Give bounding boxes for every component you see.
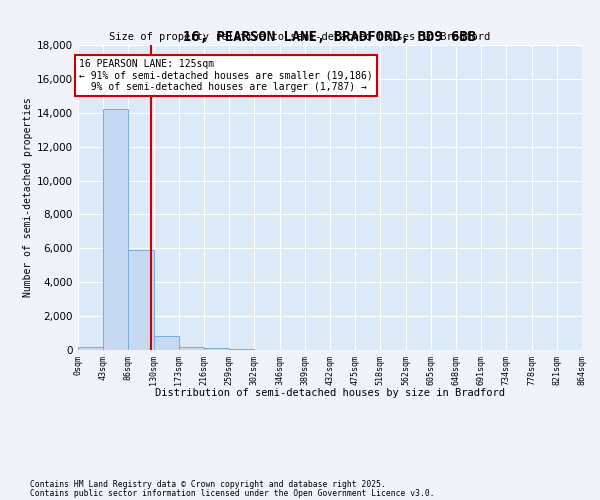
- Bar: [229, 349, 254, 350]
- Bar: [204, 348, 229, 350]
- Text: 16 PEARSON LANE: 125sqm
← 91% of semi-detached houses are smaller (19,186)
  9% : 16 PEARSON LANE: 125sqm ← 91% of semi-de…: [79, 58, 373, 92]
- Text: Contains public sector information licensed under the Open Government Licence v3: Contains public sector information licen…: [30, 489, 434, 498]
- Bar: [179, 346, 204, 350]
- Bar: [154, 336, 179, 350]
- Text: Size of property relative to semi-detached houses in Bradford: Size of property relative to semi-detach…: [109, 32, 491, 42]
- Bar: [103, 110, 128, 350]
- Bar: [78, 348, 103, 350]
- Y-axis label: Number of semi-detached properties: Number of semi-detached properties: [23, 98, 33, 298]
- X-axis label: Distribution of semi-detached houses by size in Bradford: Distribution of semi-detached houses by …: [155, 388, 505, 398]
- Bar: [128, 250, 154, 350]
- Text: Contains HM Land Registry data © Crown copyright and database right 2025.: Contains HM Land Registry data © Crown c…: [30, 480, 386, 489]
- Title: 16, PEARSON LANE, BRADFORD, BD9 6BB: 16, PEARSON LANE, BRADFORD, BD9 6BB: [184, 30, 476, 44]
